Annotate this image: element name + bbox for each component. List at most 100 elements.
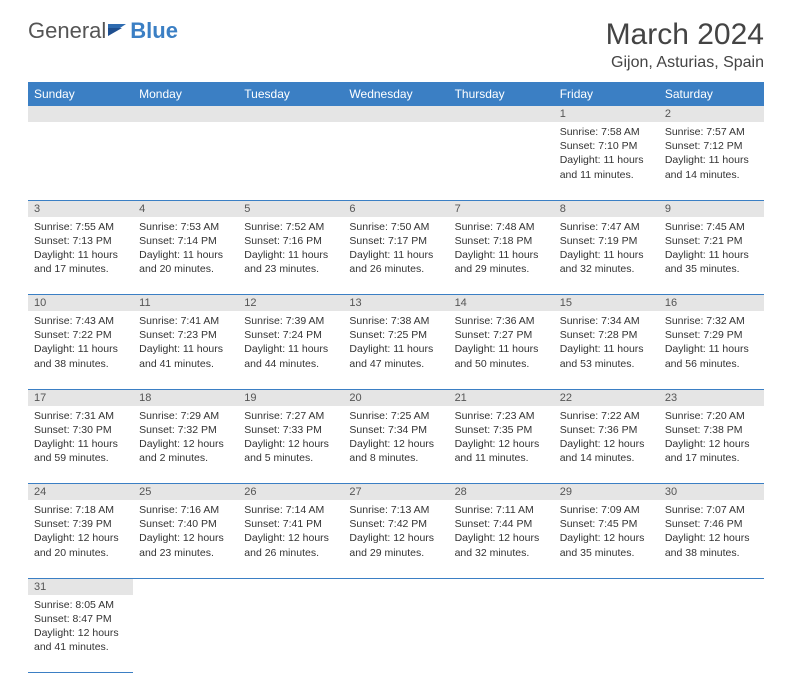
sunset-text: Sunset: 7:24 PM — [244, 328, 337, 342]
day-number: 26 — [238, 484, 343, 501]
sunrise-text: Sunrise: 7:53 AM — [139, 220, 232, 234]
day-cell: Sunrise: 7:22 AMSunset: 7:36 PMDaylight:… — [554, 406, 659, 484]
sunset-text: Sunset: 7:21 PM — [665, 234, 758, 248]
sunset-text: Sunset: 7:32 PM — [139, 423, 232, 437]
day-cell: Sunrise: 7:38 AMSunset: 7:25 PMDaylight:… — [343, 311, 448, 389]
weekday-header: Friday — [554, 82, 659, 106]
day-cell: Sunrise: 7:47 AMSunset: 7:19 PMDaylight:… — [554, 217, 659, 295]
day-cell: Sunrise: 7:14 AMSunset: 7:41 PMDaylight:… — [238, 500, 343, 578]
day-cell: Sunrise: 7:29 AMSunset: 7:32 PMDaylight:… — [133, 406, 238, 484]
sunrise-text: Sunrise: 7:32 AM — [665, 314, 758, 328]
weekday-header: Thursday — [449, 82, 554, 106]
daylight-text: Daylight: 12 hours and 5 minutes. — [244, 437, 337, 465]
sunrise-text: Sunrise: 7:29 AM — [139, 409, 232, 423]
day-cell — [133, 595, 238, 673]
sunset-text: Sunset: 7:41 PM — [244, 517, 337, 531]
week-row: Sunrise: 8:05 AMSunset: 8:47 PMDaylight:… — [28, 595, 764, 673]
daylight-text: Daylight: 11 hours and 53 minutes. — [560, 342, 653, 370]
day-number — [133, 578, 238, 595]
day-number: 29 — [554, 484, 659, 501]
sunrise-text: Sunrise: 7:58 AM — [560, 125, 653, 139]
sunset-text: Sunset: 7:23 PM — [139, 328, 232, 342]
day-number: 8 — [554, 200, 659, 217]
day-number: 24 — [28, 484, 133, 501]
day-number: 14 — [449, 295, 554, 312]
sunrise-text: Sunrise: 7:43 AM — [34, 314, 127, 328]
day-number — [133, 106, 238, 122]
day-number: 7 — [449, 200, 554, 217]
day-cell: Sunrise: 7:43 AMSunset: 7:22 PMDaylight:… — [28, 311, 133, 389]
daynum-row: 17181920212223 — [28, 389, 764, 406]
sunset-text: Sunset: 7:46 PM — [665, 517, 758, 531]
weekday-header: Wednesday — [343, 82, 448, 106]
sunset-text: Sunset: 7:35 PM — [455, 423, 548, 437]
day-cell: Sunrise: 7:11 AMSunset: 7:44 PMDaylight:… — [449, 500, 554, 578]
day-cell: Sunrise: 7:25 AMSunset: 7:34 PMDaylight:… — [343, 406, 448, 484]
day-number — [238, 578, 343, 595]
daylight-text: Daylight: 12 hours and 29 minutes. — [349, 531, 442, 559]
sunset-text: Sunset: 7:45 PM — [560, 517, 653, 531]
daylight-text: Daylight: 11 hours and 11 minutes. — [560, 153, 653, 181]
week-row: Sunrise: 7:58 AMSunset: 7:10 PMDaylight:… — [28, 122, 764, 200]
sunset-text: Sunset: 7:19 PM — [560, 234, 653, 248]
day-number — [449, 578, 554, 595]
week-row: Sunrise: 7:18 AMSunset: 7:39 PMDaylight:… — [28, 500, 764, 578]
title-block: March 2024 Gijon, Asturias, Spain — [606, 18, 764, 72]
day-number: 27 — [343, 484, 448, 501]
day-number: 15 — [554, 295, 659, 312]
daynum-row: 24252627282930 — [28, 484, 764, 501]
day-cell: Sunrise: 7:07 AMSunset: 7:46 PMDaylight:… — [659, 500, 764, 578]
day-cell: Sunrise: 7:27 AMSunset: 7:33 PMDaylight:… — [238, 406, 343, 484]
day-cell: Sunrise: 7:18 AMSunset: 7:39 PMDaylight:… — [28, 500, 133, 578]
sunset-text: Sunset: 7:22 PM — [34, 328, 127, 342]
daylight-text: Daylight: 11 hours and 38 minutes. — [34, 342, 127, 370]
day-cell: Sunrise: 7:41 AMSunset: 7:23 PMDaylight:… — [133, 311, 238, 389]
daylight-text: Daylight: 12 hours and 41 minutes. — [34, 626, 127, 654]
sunrise-text: Sunrise: 7:11 AM — [455, 503, 548, 517]
sunset-text: Sunset: 7:38 PM — [665, 423, 758, 437]
day-cell: Sunrise: 7:34 AMSunset: 7:28 PMDaylight:… — [554, 311, 659, 389]
day-cell: Sunrise: 7:09 AMSunset: 7:45 PMDaylight:… — [554, 500, 659, 578]
sunrise-text: Sunrise: 7:41 AM — [139, 314, 232, 328]
daynum-row: 3456789 — [28, 200, 764, 217]
day-number: 28 — [449, 484, 554, 501]
day-cell — [238, 122, 343, 200]
day-cell — [28, 122, 133, 200]
day-cell: Sunrise: 8:05 AMSunset: 8:47 PMDaylight:… — [28, 595, 133, 673]
daylight-text: Daylight: 11 hours and 17 minutes. — [34, 248, 127, 276]
sunset-text: Sunset: 7:25 PM — [349, 328, 442, 342]
sunrise-text: Sunrise: 7:13 AM — [349, 503, 442, 517]
daylight-text: Daylight: 12 hours and 32 minutes. — [455, 531, 548, 559]
week-row: Sunrise: 7:55 AMSunset: 7:13 PMDaylight:… — [28, 217, 764, 295]
sunrise-text: Sunrise: 7:34 AM — [560, 314, 653, 328]
daylight-text: Daylight: 11 hours and 20 minutes. — [139, 248, 232, 276]
brand-part2: Blue — [130, 18, 178, 44]
daylight-text: Daylight: 12 hours and 8 minutes. — [349, 437, 442, 465]
weekday-header: Monday — [133, 82, 238, 106]
day-cell — [554, 595, 659, 673]
sunrise-text: Sunrise: 7:09 AM — [560, 503, 653, 517]
sunset-text: Sunset: 7:12 PM — [665, 139, 758, 153]
sunrise-text: Sunrise: 7:39 AM — [244, 314, 337, 328]
day-number — [343, 578, 448, 595]
sunrise-text: Sunrise: 7:36 AM — [455, 314, 548, 328]
calendar-body: 12 Sunrise: 7:58 AMSunset: 7:10 PMDayligh… — [28, 106, 764, 673]
day-number: 3 — [28, 200, 133, 217]
day-cell — [449, 122, 554, 200]
daylight-text: Daylight: 11 hours and 26 minutes. — [349, 248, 442, 276]
daynum-row: 10111213141516 — [28, 295, 764, 312]
daylight-text: Daylight: 12 hours and 17 minutes. — [665, 437, 758, 465]
header: General Blue March 2024 Gijon, Asturias,… — [28, 18, 764, 72]
daylight-text: Daylight: 12 hours and 23 minutes. — [139, 531, 232, 559]
sunrise-text: Sunrise: 7:07 AM — [665, 503, 758, 517]
day-number: 30 — [659, 484, 764, 501]
sunset-text: Sunset: 7:34 PM — [349, 423, 442, 437]
day-number: 12 — [238, 295, 343, 312]
sunset-text: Sunset: 7:42 PM — [349, 517, 442, 531]
sunset-text: Sunset: 7:14 PM — [139, 234, 232, 248]
daynum-row: 31 — [28, 578, 764, 595]
day-cell — [238, 595, 343, 673]
day-cell — [659, 595, 764, 673]
sunset-text: Sunset: 7:36 PM — [560, 423, 653, 437]
month-title: March 2024 — [606, 18, 764, 52]
